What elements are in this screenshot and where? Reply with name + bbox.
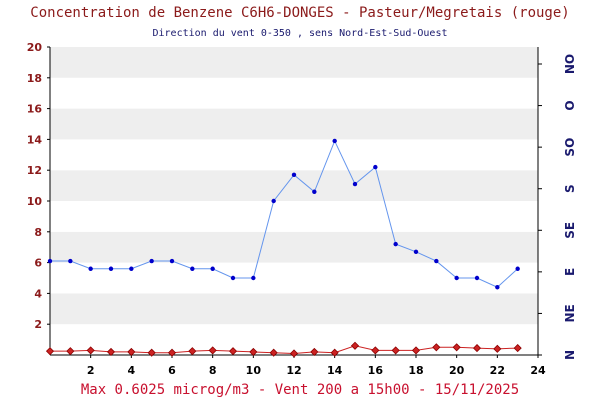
benzene-point: [167, 348, 177, 357]
x-tick-label: 24: [530, 364, 546, 377]
benzene-point: [350, 341, 360, 350]
x-tick-label: 6: [168, 364, 176, 377]
benzene-point: [310, 347, 319, 356]
benzene-point: [411, 346, 421, 355]
benzene-point: [493, 344, 502, 353]
wind-direction-label: S: [563, 184, 577, 193]
grid-band: [50, 201, 538, 232]
x-tick-label: 10: [246, 364, 262, 377]
y-tick-label: 8: [34, 226, 42, 239]
benzene-point: [208, 346, 217, 355]
x-tick-label: 4: [128, 364, 136, 377]
benzene-point: [472, 344, 482, 353]
wind-direction-label: NO: [563, 54, 577, 74]
wind-point: [190, 266, 195, 271]
wind-point: [515, 266, 520, 271]
benzene-point: [228, 347, 238, 356]
benzene-point: [127, 347, 136, 356]
benzene-point: [289, 349, 299, 358]
benzene-point: [188, 347, 197, 356]
x-tick-label: 22: [490, 364, 505, 377]
benzene-point: [66, 347, 75, 356]
x-tick-label: 2: [87, 364, 95, 377]
benzene-point: [249, 347, 258, 356]
benzene-point: [147, 348, 156, 357]
grid-band: [50, 139, 538, 171]
grid-band: [50, 293, 538, 325]
benzene-point: [452, 343, 461, 352]
wind-point: [454, 275, 459, 281]
grid-band: [50, 47, 538, 78]
wind-point: [291, 172, 297, 178]
benzene-point: [269, 348, 278, 357]
wind-point: [413, 249, 419, 255]
y-tick-label: 12: [27, 164, 42, 177]
wind-point: [393, 241, 398, 247]
benzene-point: [330, 348, 339, 357]
x-tick-label: 14: [327, 364, 343, 377]
wind-direction-label: SO: [563, 138, 577, 157]
y-tick-label: 6: [34, 257, 42, 270]
wind-point: [88, 266, 93, 271]
wind-point: [495, 285, 500, 290]
series-line-1: [50, 139, 519, 288]
wind-direction-label: O: [563, 100, 577, 110]
wind-direction-label: NE: [563, 304, 577, 322]
chart-title: Concentration de Benzene C6H6-DONGES - P…: [30, 5, 570, 21]
benzene-point: [106, 347, 116, 356]
x-tick-label: 8: [209, 364, 217, 377]
wind-direction-label: E: [563, 268, 577, 276]
y-tick-label: 14: [27, 133, 43, 146]
wind-point: [373, 164, 378, 170]
wind-point: [312, 189, 317, 194]
wind-point: [474, 275, 480, 281]
x-tick-label: 16: [368, 364, 384, 377]
benzene-point: [371, 346, 380, 355]
wind-point: [434, 258, 439, 264]
benzene-point: [45, 347, 55, 356]
y-tick-label: 20: [27, 41, 43, 54]
y-tick-label: 10: [27, 195, 43, 208]
wind-point: [108, 266, 114, 271]
x-tick-label: 18: [408, 364, 423, 377]
x-tick-label: 20: [449, 364, 465, 377]
chart-footer: Max 0.6025 microg/m3 - Vent 200 a 15h00 …: [80, 382, 520, 398]
grid-band: [50, 77, 538, 109]
benzene-point: [432, 343, 441, 352]
wind-point: [230, 275, 236, 281]
wind-point: [47, 258, 53, 264]
wind-point: [149, 258, 154, 264]
wind-point: [332, 138, 337, 144]
y-tick-label: 2: [34, 318, 42, 331]
wind-point: [271, 198, 276, 204]
wind-point: [352, 181, 358, 187]
wind-point: [210, 266, 215, 271]
benzene-point: [86, 346, 95, 355]
wind-direction-label: N: [563, 350, 577, 360]
benzene-point: [391, 346, 400, 355]
wind-point: [251, 275, 256, 281]
x-tick-label: 12: [286, 364, 301, 377]
chart-subtitle: Direction du vent 0-350 , sens Nord-Est-…: [152, 28, 448, 39]
y-tick-label: 18: [27, 72, 42, 85]
y-tick-label: 16: [27, 103, 43, 116]
wind-direction-label: SE: [563, 222, 577, 239]
wind-point: [68, 258, 73, 264]
wind-point: [129, 266, 134, 271]
wind-point: [169, 258, 175, 264]
y-tick-label: 4: [34, 287, 42, 300]
benzene-point: [513, 344, 522, 353]
grid-band: [50, 108, 538, 140]
grid-band: [50, 231, 538, 263]
